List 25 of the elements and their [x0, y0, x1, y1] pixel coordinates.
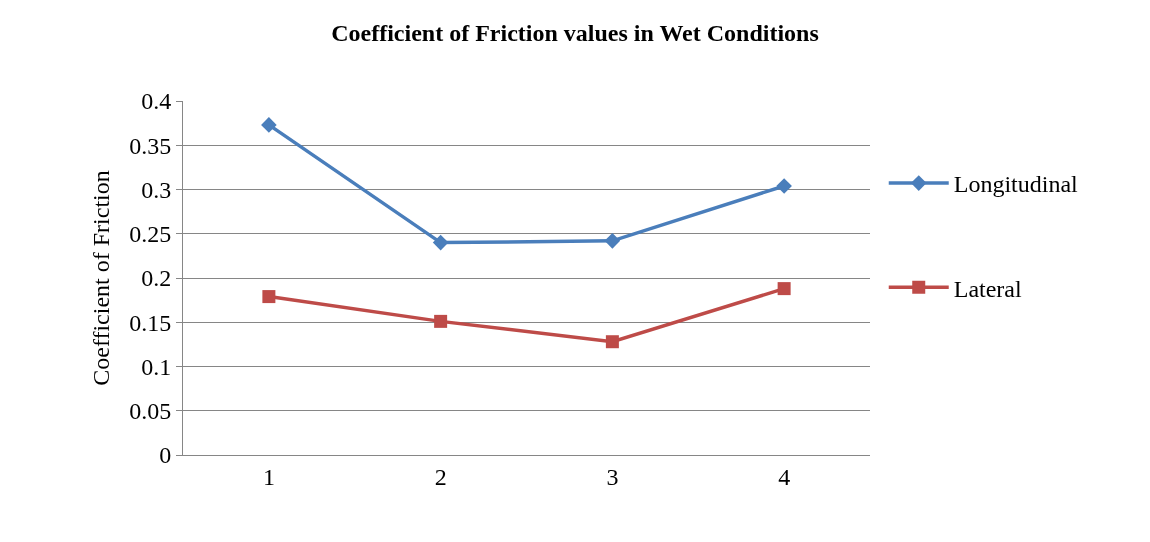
y-tick-label: 0.1 [141, 353, 172, 380]
point [432, 234, 449, 251]
y-tick-label: 0.15 [129, 309, 172, 336]
y-tick-label: 0.2 [141, 265, 172, 292]
point [776, 178, 792, 194]
legend-label: Lateral [953, 275, 1023, 302]
x-tick-label: 1 [262, 463, 275, 490]
point [261, 117, 277, 133]
y-tick-label: 0.25 [129, 221, 172, 248]
point [262, 290, 276, 304]
y-tick-label: 0.4 [141, 88, 172, 115]
y-axis-title: Coefficient of Friction [88, 170, 115, 386]
x-tick-label: 4 [778, 463, 791, 490]
y-tick-label: 0.3 [141, 176, 172, 203]
point [777, 282, 791, 296]
point [434, 314, 448, 328]
legend-label: Longitudinal [953, 171, 1079, 198]
chart-title: Coefficient of Friction values in Wet Conditions [331, 20, 819, 47]
y-tick-label: 0 [159, 442, 172, 469]
point [605, 335, 619, 349]
y-tick-label: 0.35 [129, 132, 172, 159]
y-tick-label: 0.05 [129, 398, 172, 425]
x-tick-label: 3 [606, 463, 619, 490]
point [604, 233, 621, 249]
x-tick-label: 2 [434, 463, 447, 490]
